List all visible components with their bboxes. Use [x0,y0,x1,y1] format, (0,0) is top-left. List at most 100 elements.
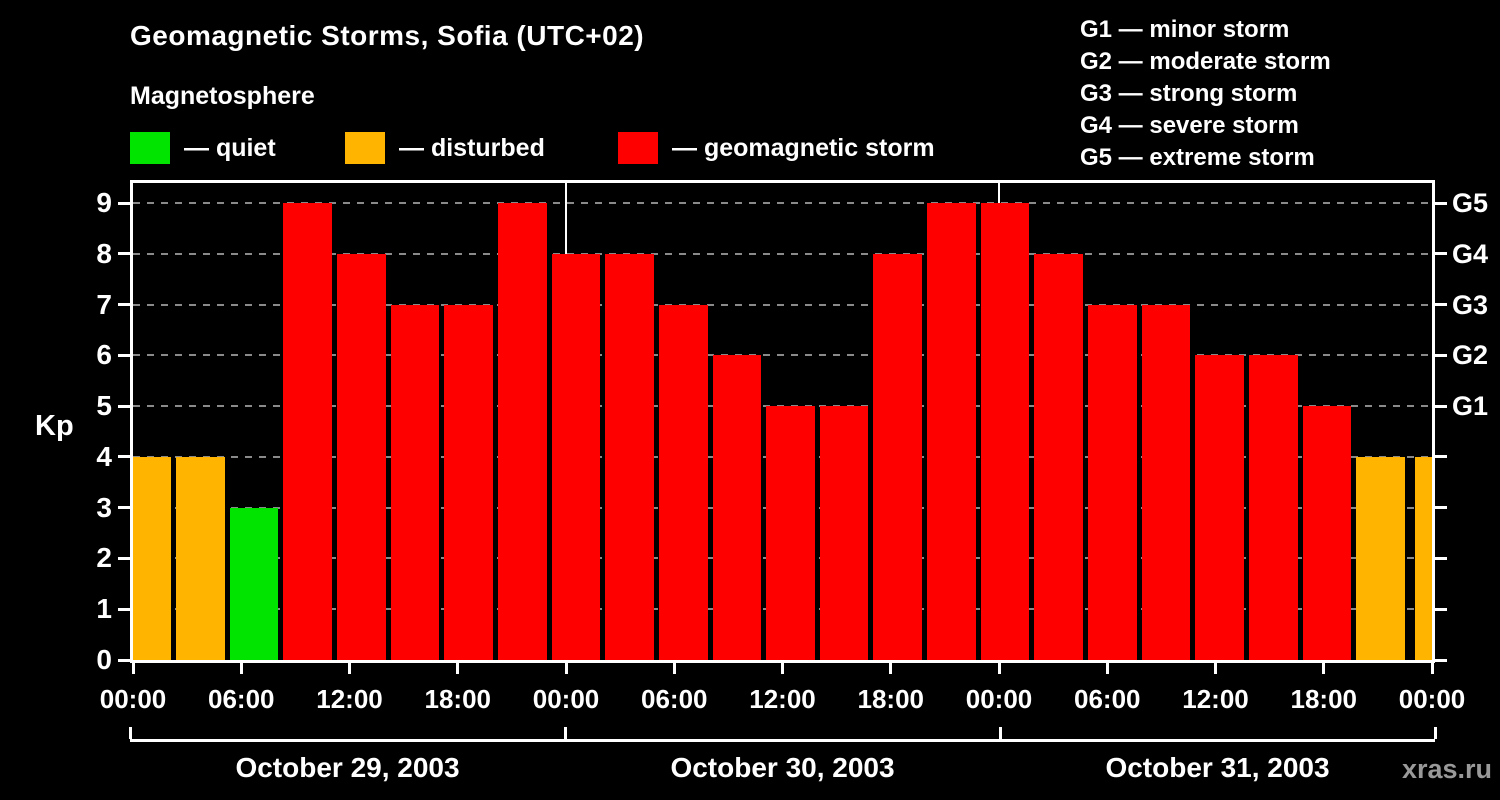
x-axis-label: 18:00 [1290,684,1358,714]
y-axis-label: 1 [96,593,112,625]
g-axis-label: G1 [1452,391,1489,422]
kp-bar [283,203,332,660]
page-title: Geomagnetic Storms, Sofia (UTC+02) [130,20,645,51]
g1-legend-line: G1 — minor storm [1080,16,1290,43]
y-axis-tick [1435,658,1447,662]
x-axis-label: 06:00 [208,684,275,714]
chart-subtitle: Magnetosphere [130,82,315,110]
y-axis-label: 8 [96,237,112,269]
y-axis-tick [1435,607,1447,611]
kp-bar [1356,456,1405,660]
kp-bar [390,304,440,660]
x-axis-tick [781,660,784,674]
y-axis-tick [118,556,130,560]
date-axis-tick [999,727,1002,739]
x-axis-label: 18:00 [424,684,492,714]
gridline [133,252,1432,255]
y-axis-tick [1435,252,1447,256]
g-axis-label: G4 [1452,238,1489,269]
kp-bar [1249,355,1298,660]
kp-axis-title: Kp [35,410,74,442]
kp-bar [497,203,547,660]
x-axis-tick [889,660,893,674]
y-axis-tick [1435,201,1447,205]
y-axis-tick [118,353,130,357]
g-axis-label: G3 [1452,289,1489,320]
x-axis-tick [456,660,460,674]
gridline [133,303,1432,306]
x-axis-tick [672,660,676,674]
gridline [133,405,1432,408]
y-axis-tick [118,658,130,662]
x-axis-tick [1214,660,1217,674]
x-axis-tick [348,660,351,674]
legend-label-quiet: — quiet [184,134,276,162]
quiet-color-swatch [130,132,170,164]
legend-item-disturbed: — disturbed [345,132,545,164]
kp-bar [336,253,386,660]
kp-bar [605,253,654,660]
kp-bar [229,507,279,660]
plot-area [118,180,1447,674]
kp-bar [551,253,601,660]
legend-item-quiet: — quiet [130,132,276,164]
x-axis-label: 12:00 [1182,684,1249,714]
kp-bar [980,203,1030,660]
kp-bar [1195,355,1245,660]
g3-legend-line: G3 — strong storm [1080,80,1298,107]
g5-legend-line: G5 — extreme storm [1080,144,1315,171]
x-axis-label: 00:00 [99,684,167,714]
legend-label-disturbed: — disturbed [399,134,545,162]
x-axis-label: 00:00 [1398,684,1466,714]
g-axis-label: G5 [1452,188,1489,218]
kp-bar [712,355,762,660]
legend-item-storm: — geomagnetic storm [618,132,935,164]
kp-bar [819,406,869,660]
g-axis-label: G2 [1452,340,1489,371]
x-axis-tick [239,660,243,674]
x-axis-label: 06:00 [1074,684,1141,714]
y-axis-tick [1435,506,1447,510]
y-axis-label: 9 [96,187,112,218]
y-axis-tick [118,455,130,459]
y-axis-label: 7 [96,288,112,320]
date-label: October 31, 2003 [1105,752,1330,783]
x-axis-tick [997,660,1001,674]
y-axis-tick [1435,455,1447,459]
kp-bar [444,304,493,660]
disturbed-color-swatch [345,132,385,164]
x-axis-label: 00:00 [532,684,600,714]
kp-bar [1034,253,1084,660]
date-axis-tick [1434,727,1437,739]
y-axis-label: 4 [96,440,112,472]
x-axis-label: 12:00 [316,684,383,714]
y-axis-tick [118,201,130,205]
kp-bar [927,203,976,660]
g-scale-legend: G1 — minor storm G2 — moderate storm G3 … [1080,14,1331,174]
x-axis-label: 12:00 [749,684,816,714]
date-label: October 30, 2003 [670,752,895,783]
x-axis-tick [564,660,568,674]
x-axis-label: 06:00 [641,684,708,714]
kp-bar [1415,456,1432,660]
y-axis-tick [1435,556,1447,560]
gridline [133,354,1432,357]
y-axis-tick [1435,353,1447,357]
gridline [133,202,1432,204]
date-axis-tick [564,727,567,739]
kp-bar [1088,304,1137,660]
x-axis-label: 18:00 [857,684,925,714]
kp-bar [1302,406,1352,660]
y-axis-label: 5 [96,390,112,422]
y-axis-tick [118,404,130,408]
kp-bar [1141,304,1191,660]
y-axis-label: 0 [96,644,112,675]
kp-bar [766,406,815,660]
y-axis-label: 3 [96,491,112,523]
y-axis-tick [118,303,130,307]
date-axis-tick [129,727,132,739]
kp-bar [176,456,225,660]
kp-bar [658,304,708,660]
kp-bar [873,253,923,660]
